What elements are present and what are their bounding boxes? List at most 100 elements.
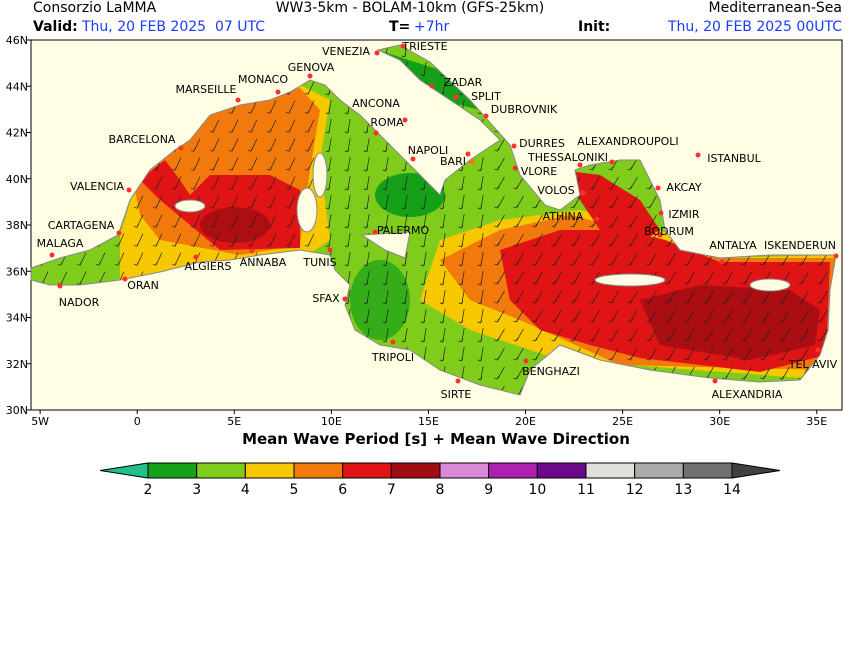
arrow (285, 138, 296, 152)
island (174, 199, 206, 213)
arrow (363, 271, 370, 286)
arrow (608, 252, 619, 266)
arrow (608, 347, 619, 361)
arrow (266, 195, 277, 209)
arrow (228, 157, 239, 171)
arrow (779, 366, 790, 380)
arrow (344, 195, 351, 210)
arrow (401, 271, 408, 286)
arrow (494, 309, 505, 323)
arrow (363, 176, 370, 191)
arrow (513, 366, 524, 380)
city-label: GENOVA (288, 61, 335, 74)
city-label: TRIESTE (401, 40, 447, 53)
arrow (477, 157, 484, 172)
arrow (798, 328, 809, 342)
arrow (420, 62, 427, 77)
colorbar-label: 8 (436, 482, 445, 498)
arrow (152, 252, 163, 266)
city-marker (658, 210, 664, 216)
arrow (477, 214, 484, 229)
arrow (627, 214, 638, 228)
arrow (608, 176, 619, 190)
colorbar-swatch (488, 462, 538, 479)
arrow (798, 290, 809, 304)
y-tick-label: 46N (6, 34, 28, 47)
city-marker (342, 296, 348, 302)
arrow (646, 233, 657, 247)
arrow (494, 233, 505, 247)
arrow (266, 119, 277, 133)
arrow (325, 195, 332, 210)
arrow (779, 290, 790, 304)
arrow (171, 157, 182, 171)
arrow (477, 309, 484, 324)
field-7 (560, 170, 660, 250)
arrow (665, 290, 676, 304)
y-tick-label: 38N (6, 219, 28, 232)
arrow (494, 176, 505, 190)
city-marker (712, 378, 718, 384)
city-marker (483, 113, 489, 119)
t-label: T= (389, 19, 410, 35)
arrow (133, 214, 144, 228)
city-marker (580, 190, 586, 196)
city-marker (833, 253, 839, 259)
arrow (401, 309, 408, 324)
arrow (285, 100, 296, 114)
arrow (779, 309, 790, 323)
colorbar-label: 13 (674, 482, 692, 498)
arrow (228, 214, 239, 228)
arrow (779, 347, 790, 361)
arrow (228, 138, 239, 152)
x-tick-label: 30E (709, 415, 730, 428)
island (360, 231, 411, 259)
island (594, 273, 666, 287)
arrow (703, 271, 714, 285)
colorbar-label: 12 (626, 482, 644, 498)
colorbar-label: 11 (577, 482, 595, 498)
arrow (458, 214, 465, 229)
arrow (266, 100, 277, 114)
city-label: ALEXANDRIA (712, 388, 783, 401)
arrow (589, 290, 600, 304)
city-marker (695, 152, 701, 158)
arrow (190, 233, 201, 247)
arrow (684, 252, 695, 266)
arrow (589, 195, 600, 209)
city-marker (178, 145, 184, 151)
city-marker (400, 43, 406, 49)
arrow (532, 271, 543, 285)
arrow (420, 271, 427, 286)
arrow (722, 309, 733, 323)
arrow (817, 271, 828, 285)
city-label: PALERMO (377, 224, 430, 237)
arrow (382, 290, 389, 305)
colorbar-swatch (536, 462, 587, 479)
arrow (152, 195, 163, 209)
colorbar-label: 14 (723, 482, 741, 498)
colorbar-label: 10 (528, 482, 546, 498)
arrow (152, 233, 163, 247)
arrow (95, 252, 106, 266)
arrow (817, 328, 828, 342)
arrow (532, 233, 543, 247)
arrow (627, 328, 638, 342)
arrow (798, 309, 809, 323)
arrow (247, 157, 258, 171)
t-value: +7hr (414, 19, 450, 35)
city-label: DURRES (519, 137, 565, 150)
city-label: NADOR (59, 296, 100, 309)
arrow (741, 347, 752, 361)
arrow (477, 176, 484, 191)
arrow (665, 252, 676, 266)
arrow (703, 347, 714, 361)
arrow (589, 176, 600, 190)
colorbar-label: 9 (484, 482, 493, 498)
arrow (494, 271, 505, 285)
y-tick-label: 30N (6, 404, 28, 417)
arrow (304, 119, 315, 133)
city-label: BENGHAZI (522, 365, 580, 378)
city-marker (455, 378, 461, 384)
city-marker (374, 50, 380, 56)
